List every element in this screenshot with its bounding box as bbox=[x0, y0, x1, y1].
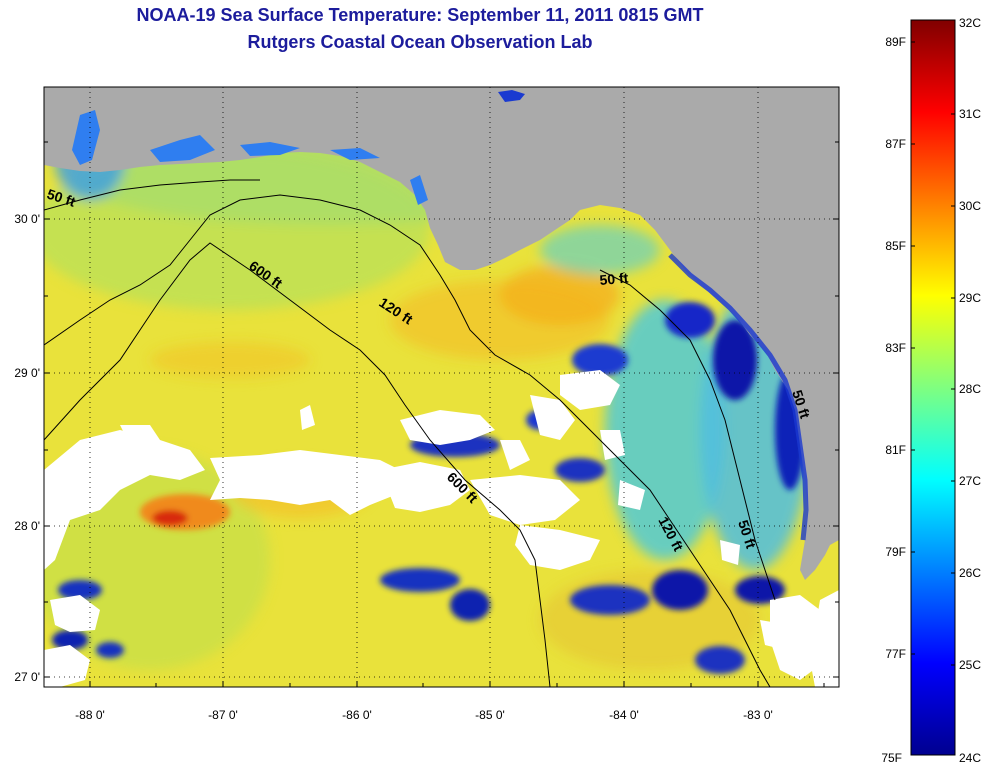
warm-patch bbox=[140, 494, 230, 530]
colorbar-celsius-label: 32C bbox=[959, 16, 981, 30]
lake-water bbox=[498, 90, 525, 102]
colorbar-fahrenheit-label: 77F bbox=[885, 647, 906, 661]
lon-label: -86 0' bbox=[342, 708, 372, 722]
lon-label: -85 0' bbox=[475, 708, 505, 722]
lat-label: 29 0' bbox=[14, 366, 40, 380]
colorbar: 32C 31C 30C 29C 28C 27C 26C 25C 24C 89F … bbox=[881, 16, 981, 765]
lon-label: -87 0' bbox=[208, 708, 238, 722]
colorbar-fahrenheit-label: 83F bbox=[885, 341, 906, 355]
colorbar-celsius-label: 31C bbox=[959, 107, 981, 121]
colorbar-celsius-label: 29C bbox=[959, 291, 981, 305]
contour-120ft bbox=[44, 194, 771, 687]
graticule bbox=[44, 87, 839, 687]
colorbar-celsius-label: 30C bbox=[959, 199, 981, 213]
map-frame bbox=[43, 86, 840, 688]
cloud-mask bbox=[44, 370, 839, 687]
colorbar-fahrenheit-label: 87F bbox=[885, 137, 906, 151]
colorbar-celsius-label: 24C bbox=[959, 751, 981, 765]
colorbar-celsius-label: 28C bbox=[959, 382, 981, 396]
map-area bbox=[44, 87, 839, 687]
colorbar-fahrenheit-label: 79F bbox=[885, 545, 906, 559]
lon-label: -84 0' bbox=[609, 708, 639, 722]
colorbar-fahrenheit-label: 81F bbox=[885, 443, 906, 457]
colorbar-celsius-label: 27C bbox=[959, 474, 981, 488]
colorbar-celsius-label: 25C bbox=[959, 658, 981, 672]
contour-50ft-west bbox=[44, 179, 260, 211]
longitude-labels: -88 0' -87 0' -86 0' -85 0' -84 0' -83 0… bbox=[75, 708, 773, 722]
land-mass bbox=[44, 87, 839, 580]
contour-600ft bbox=[44, 242, 551, 687]
latitude-labels: 30 0' 29 0' 28 0' 27 0' bbox=[14, 212, 40, 684]
lon-label: -88 0' bbox=[75, 708, 105, 722]
colorbar-gradient bbox=[910, 19, 956, 756]
colorbar-ticks bbox=[911, 41, 955, 666]
contour-label: 50 ft bbox=[599, 270, 629, 288]
lat-label: 27 0' bbox=[14, 670, 40, 684]
colorbar-fahrenheit-label: 85F bbox=[885, 239, 906, 253]
coastal-cold-band bbox=[668, 253, 809, 541]
contour-50ft-east bbox=[599, 269, 776, 601]
map-subtitle: Rutgers Coastal Ocean Observation Lab bbox=[247, 32, 593, 52]
map-title: NOAA-19 Sea Surface Temperature: Septemb… bbox=[136, 5, 704, 25]
lat-label: 28 0' bbox=[14, 519, 40, 533]
bathymetry-contours bbox=[44, 179, 776, 687]
colorbar-fahrenheit-label: 89F bbox=[885, 35, 906, 49]
colorbar-celsius-label: 26C bbox=[959, 566, 981, 580]
lon-label: -83 0' bbox=[743, 708, 773, 722]
tick-marks bbox=[44, 141, 839, 687]
lat-label: 30 0' bbox=[14, 212, 40, 226]
colorbar-fahrenheit-label: 75F bbox=[881, 751, 902, 765]
